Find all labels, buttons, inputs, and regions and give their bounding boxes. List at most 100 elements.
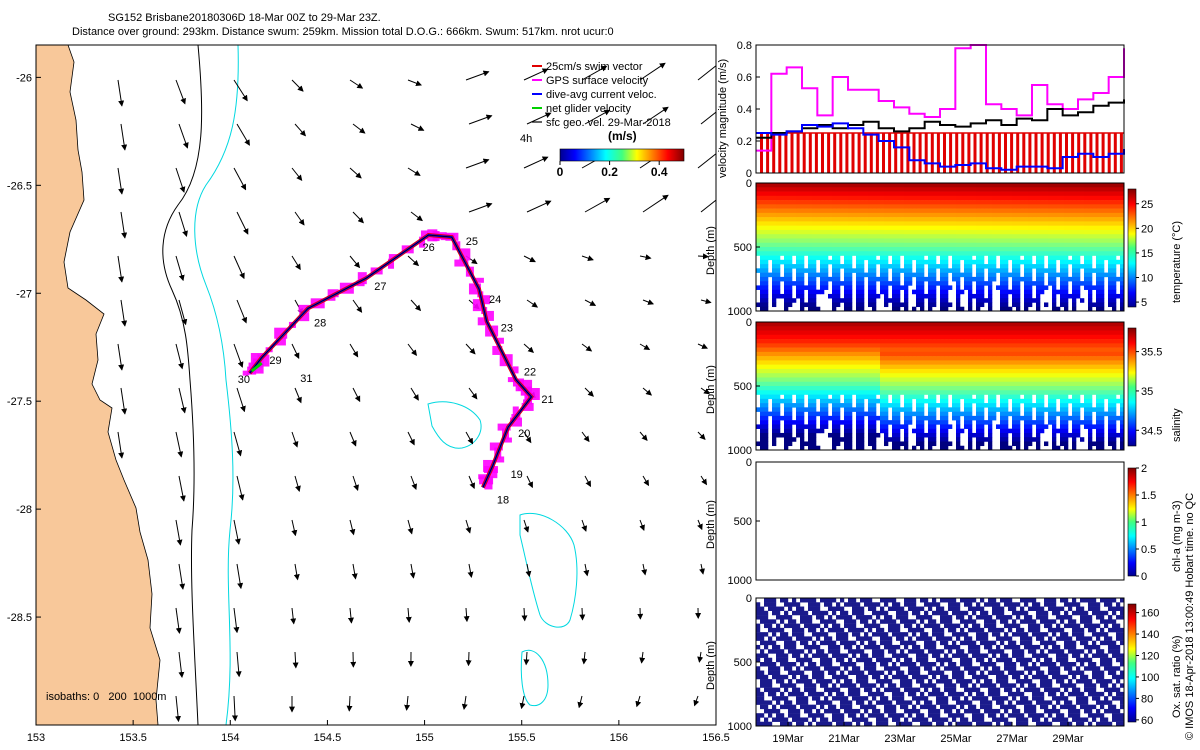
profile-cell [1096,403,1101,408]
profile-cell [1096,251,1101,256]
velocity-arrow [233,167,247,191]
profile-cell [960,339,965,344]
profile-cell [1076,415,1081,421]
profile-cell [928,437,933,442]
profile-cell [1088,364,1093,370]
profile-cell [892,343,897,348]
profile-cell [964,195,969,201]
profile-cell [768,330,773,336]
profile-cell [768,242,773,248]
profile-cell [1072,326,1077,331]
profile-cell [800,306,805,312]
profile-cell [784,212,789,218]
profile-cell [892,255,897,261]
profile-cell [952,347,957,353]
profile-cell [904,289,909,295]
profile-cell [888,403,893,408]
profile-cell [920,322,925,327]
profile-cell [932,356,937,361]
profile-cell [1120,281,1125,286]
profile-cell [972,225,977,231]
profile-cell [880,322,885,327]
profile-cell [1000,187,1005,192]
profile-cell [1108,289,1113,295]
profile-cell [868,411,873,417]
profile-cell [1052,289,1057,295]
profile-cell [1116,200,1121,205]
profile-cell [896,302,901,308]
profile-cell [764,437,769,442]
profile-cell [976,242,981,248]
profile-cell [1012,364,1017,370]
profile-cell [784,225,789,231]
profile-cell [764,364,769,370]
profile-cell [896,272,901,278]
profile-cell [792,281,797,286]
profile-cell [1072,343,1077,348]
profile-cell [912,217,917,222]
profile-cell [940,398,945,404]
profile-cell [872,259,877,265]
profile-cell [1088,259,1093,265]
profile-cell [960,272,965,278]
profile-cell [760,234,765,239]
profile-cell [888,217,893,222]
profile-cell [1016,351,1021,357]
profile-cell [1068,259,1073,265]
profile-cell [908,208,913,214]
profile-cell [1028,242,1033,248]
profile-cell [1036,390,1041,395]
profile-cell [916,302,921,308]
profile-cell [836,322,841,327]
profile-cell [1112,242,1117,248]
profile-cell [756,268,761,273]
profile-cell [908,247,913,252]
profile-cell [828,398,833,404]
velocity-arrow [293,563,300,581]
profile-cell [964,424,969,429]
profile-cell [756,212,761,218]
profile-cell [956,334,961,340]
profile-cell [904,242,909,248]
profile-cell [764,441,769,447]
profile-cell [976,445,981,451]
profile-cell [1092,407,1097,412]
profile-cell [1044,229,1049,235]
profile-cell [868,420,873,425]
velocity-arrow [583,563,590,577]
profile-cell [1120,238,1125,244]
profile-cell [972,212,977,218]
profile-cell [1068,234,1073,239]
profile-cell [760,445,765,451]
profile-cell [1072,285,1077,290]
profile-cell [1012,394,1017,400]
profile-cell [900,390,905,395]
profile-cell [832,420,837,425]
velocity-lines [756,44,1125,171]
profile-cell [996,221,1001,226]
profile-cell [1040,403,1045,408]
profile-cell [1040,322,1045,327]
profile-cell [820,276,825,282]
profile-cell [996,187,1001,192]
profile-cell [944,347,949,353]
profile-cell [824,347,829,353]
velocity-arrow [352,387,361,403]
profile-cell [984,322,989,327]
profile-cell [1012,298,1017,303]
profile-cell [1108,259,1113,265]
profile-cell [868,229,873,235]
profile-cell [1120,191,1125,197]
profile-cell [952,334,957,340]
profile-cell [872,424,877,429]
profile-cell [844,229,849,235]
map-x-tick-label: 155.5 [508,732,536,744]
profile-cell [1076,187,1081,192]
profile-cell [832,242,837,248]
profile-cell [1004,272,1009,278]
profile-cell [764,242,769,248]
profile-cell [832,364,837,370]
profile-cell [804,187,809,192]
velocity-arrow [410,299,422,312]
swim-bar [967,133,971,173]
